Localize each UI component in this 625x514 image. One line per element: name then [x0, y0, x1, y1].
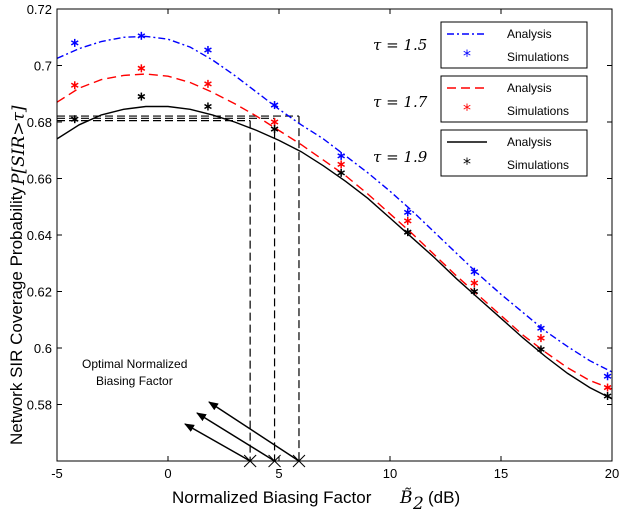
simulation-point: [537, 324, 545, 333]
legend-sim-label: Simulations: [507, 50, 569, 64]
optimal-arrow: [208, 401, 300, 462]
simulation-point: [470, 267, 479, 276]
optimal-arrow: [196, 412, 275, 462]
legend-sim-marker-red: *: [463, 100, 471, 119]
simulation-point: [603, 383, 612, 392]
legend-sim-marker-black: *: [463, 154, 471, 173]
tau-label-1-5: τ = 1.5: [373, 36, 427, 54]
x-tick-label: 20: [605, 466, 619, 481]
simulation-point: [403, 208, 412, 217]
y-tick-label: 0.6: [34, 341, 52, 356]
simulation-point: [603, 392, 612, 401]
x-tick-label: 10: [383, 466, 397, 481]
y-tick-label: 0.64: [27, 228, 52, 243]
legend-sim-marker-blue: *: [463, 46, 471, 65]
legend-analysis-label: Analysis: [507, 27, 552, 41]
y-tick-label: 0.68: [27, 115, 52, 130]
simulation-point: [403, 228, 412, 237]
simulation-point: [70, 81, 79, 90]
x-axis-symbol: B̃: [399, 488, 413, 508]
simulation-point: [137, 64, 146, 73]
x-axis-subscript: 2: [412, 494, 424, 514]
simulation-markers: [70, 31, 612, 401]
legend-sim-label: Simulations: [507, 104, 569, 118]
legend-analysis-label: Analysis: [507, 81, 552, 95]
x-tick-label: -5: [51, 466, 63, 481]
legend-analysis-label: Analysis: [507, 135, 552, 149]
simulation-point: [337, 151, 345, 160]
analysis-curve-0: [56, 35, 613, 373]
y-tick-label: 0.62: [27, 285, 52, 300]
y-tick-label: 0.58: [27, 398, 52, 413]
simulation-point: [70, 115, 79, 124]
legend-box-tau-1-7: [440, 75, 588, 123]
simulation-point: [137, 31, 146, 40]
optimal-arrow: [184, 423, 251, 462]
simulation-point: [403, 216, 412, 225]
simulation-point: [537, 345, 545, 354]
optimal-x-marker: [268, 454, 281, 468]
simulation-point: [603, 372, 612, 381]
analysis-curves: [56, 35, 613, 400]
simulation-point: [204, 45, 212, 54]
y-axis-title: Network SIR Coverage Probability P[SIR>τ…: [7, 105, 29, 445]
simulation-point: [270, 101, 279, 110]
x-tick-label: 5: [275, 466, 282, 481]
y-tick-label: 0.66: [27, 172, 52, 187]
annotation-line-2: Biasing Factor: [96, 374, 173, 388]
x-axis-title: Normalized Biasing Factor B̃ 2 (dB): [172, 488, 460, 514]
simulation-point: [470, 279, 479, 288]
legend: Analysis * Simulations Analysis * Simula…: [440, 21, 588, 177]
optimal-arrows: [184, 401, 306, 468]
legend-sim-label: Simulations: [507, 158, 569, 172]
analysis-curve-2: [56, 105, 613, 400]
y-tick-label: 0.72: [27, 2, 52, 17]
y-axis-symbol: P[SIR>τ]: [9, 105, 29, 186]
annotation-line-1: Optimal Normalized: [82, 357, 187, 371]
x-axis-unit: (dB): [428, 488, 460, 507]
axis-ticks: -5 0 5 10 15 20 0.58 0.6 0.62 0.64 0.66 0.68 0.7 0.72: [27, 2, 620, 481]
y-tick-label: 0.7: [34, 59, 52, 74]
simulation-point: [137, 92, 146, 101]
x-axis-label: Normalized Biasing Factor: [172, 488, 372, 507]
x-tick-label: 15: [494, 466, 508, 481]
tau-label-1-7: τ = 1.7: [373, 93, 428, 111]
simulation-point: [337, 160, 345, 169]
optimal-x-marker: [243, 454, 257, 468]
simulation-point: [337, 168, 345, 177]
simulation-point: [204, 102, 212, 111]
analysis-curve-1: [56, 73, 613, 390]
simulation-point: [204, 79, 212, 88]
optimal-x-marker: [292, 454, 306, 468]
y-axis-label: Network SIR Coverage Probability: [7, 187, 26, 445]
simulation-point: [537, 334, 545, 343]
legend-box-tau-1-5: [440, 21, 588, 69]
simulation-point: [470, 287, 479, 296]
simulation-point: [270, 125, 279, 134]
x-tick-label: 0: [164, 466, 171, 481]
simulation-point: [270, 118, 279, 126]
simulation-point: [70, 38, 79, 47]
legend-box-tau-1-9: [440, 129, 588, 177]
tau-label-1-9: τ = 1.9: [373, 148, 428, 166]
